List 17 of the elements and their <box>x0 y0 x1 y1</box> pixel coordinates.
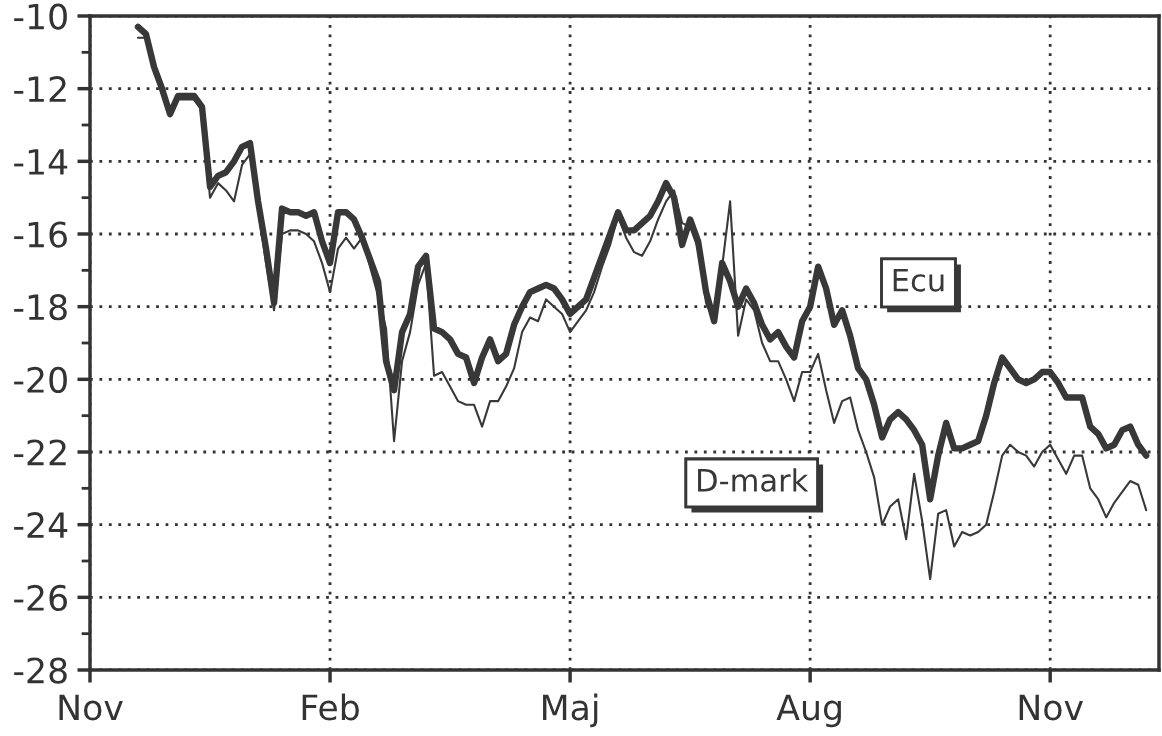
series-label: Ecu <box>893 268 944 292</box>
y-tick-label: -22 <box>14 439 66 466</box>
y-tick-label: -12 <box>14 76 66 102</box>
y-tick-label: -26 <box>14 584 67 612</box>
y-tick-label: -20 <box>14 366 67 394</box>
x-tick-label: Nov <box>59 694 123 721</box>
y-tick-label: -16 <box>14 221 67 248</box>
series-label: D-mark <box>698 468 809 492</box>
y-tick-label: -28 <box>14 657 67 684</box>
x-tick-label: Aug <box>776 694 841 728</box>
y-tick-label: -24 <box>14 512 68 538</box>
y-tick-label: -18 <box>14 294 67 321</box>
y-tick-label: -14 <box>14 149 68 175</box>
y-tick-label: -10 <box>14 3 67 30</box>
x-tick-label: Feb <box>302 693 359 721</box>
x-tick-label: Maj <box>543 693 598 728</box>
x-tick-label: Nov <box>1019 694 1084 721</box>
